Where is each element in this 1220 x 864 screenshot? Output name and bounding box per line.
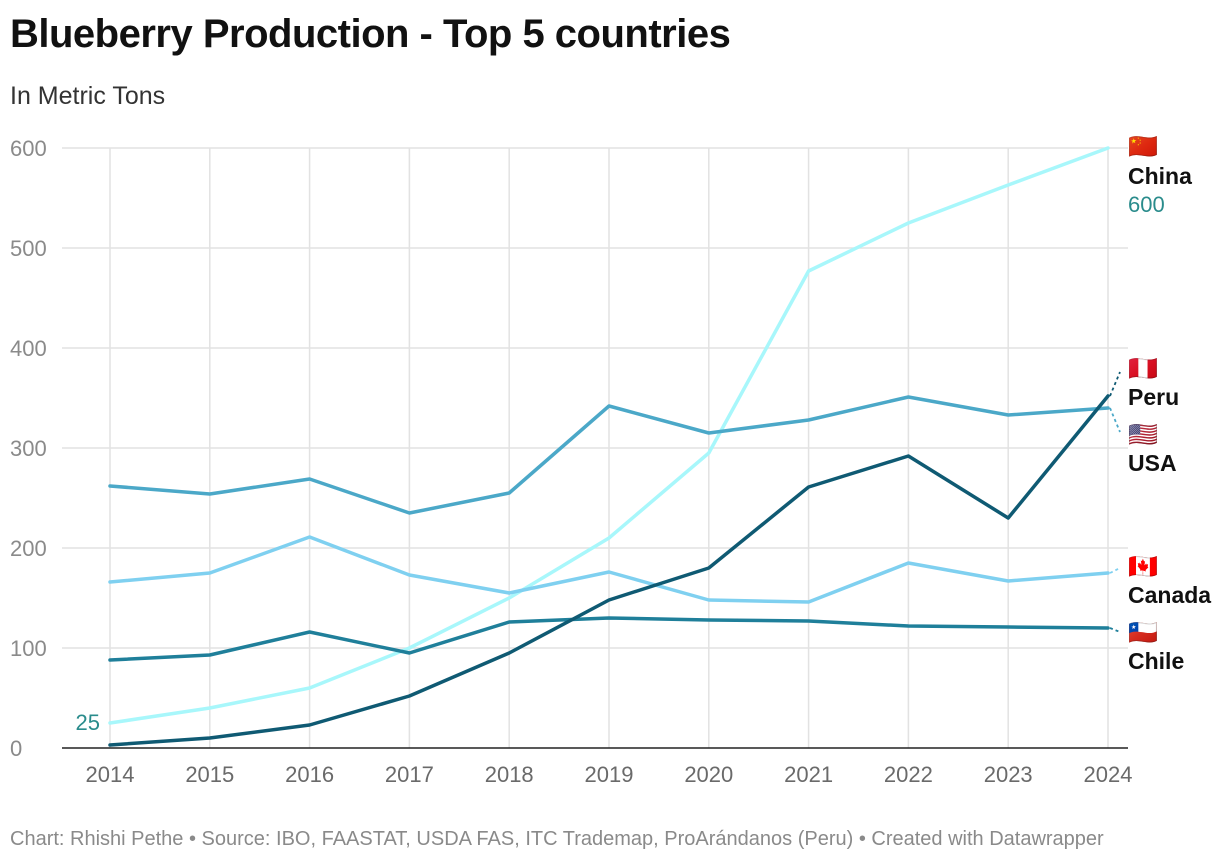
chart-title: Blueberry Production - Top 5 countries (10, 12, 731, 56)
data-label-start: 25 (76, 710, 100, 735)
y-tick-label: 600 (10, 136, 47, 161)
y-tick-label: 100 (10, 636, 47, 661)
x-tick-label: 2018 (485, 762, 534, 787)
label-connector-peru (1109, 371, 1121, 397)
series-label-peru: Peru (1128, 384, 1179, 410)
series-label-usa: USA (1128, 450, 1177, 476)
series-labels: 🇨🇳 China 🇵🇪Peru 🇺🇸USA 🇨🇦Canada 🇨🇱Chile 25 600 (76, 133, 1212, 735)
x-tick-label: 2024 (1084, 762, 1133, 787)
label-connector-usa (1109, 407, 1121, 433)
flag-peru: 🇵🇪 (1128, 355, 1158, 382)
series-label-china: China (1128, 163, 1192, 189)
x-tick-label: 2019 (585, 762, 634, 787)
x-tick-label: 2020 (684, 762, 733, 787)
y-tick-label: 500 (10, 236, 47, 261)
label-connector-canada (1109, 567, 1121, 574)
x-tick-label: 2021 (784, 762, 833, 787)
flag-chile: 🇨🇱 (1128, 619, 1158, 646)
series-line-chile (108, 616, 1110, 662)
x-tick-label: 2015 (185, 762, 234, 787)
y-tick-label: 200 (10, 536, 47, 561)
series-lines (108, 146, 1110, 747)
flag-canada: 🇨🇦 (1128, 553, 1158, 580)
y-tick-label: 400 (10, 336, 47, 361)
y-tick-label: 0 (10, 736, 22, 761)
label-connector-chile (1109, 627, 1121, 633)
x-tick-label: 2014 (86, 762, 135, 787)
x-tick-label: 2017 (385, 762, 434, 787)
x-tick-label: 2023 (984, 762, 1033, 787)
series-label-chile: Chile (1128, 648, 1184, 674)
flag-china: 🇨🇳 (1128, 133, 1158, 160)
x-tick-label: 2022 (884, 762, 933, 787)
series-line-canada (108, 535, 1110, 604)
series-line-china (108, 146, 1110, 725)
chart-footer: Chart: Rhishi Pethe • Source: IBO, FAAST… (10, 828, 1104, 850)
series-line-peru (108, 394, 1110, 747)
y-tick-label: 300 (10, 436, 47, 461)
gridlines (62, 147, 1128, 748)
series-label-canada: Canada (1128, 582, 1211, 608)
x-tick-label: 2016 (285, 762, 334, 787)
x-axis: 2014 2015 2016 2017 2018 2019 2020 2021 2022 2023… (62, 747, 1133, 787)
chart-subtitle: In Metric Tons (10, 82, 166, 110)
flag-usa: 🇺🇸 (1128, 421, 1158, 448)
y-axis: 0 100 200 300 400 500 600 (10, 136, 47, 761)
data-label-end: 600 (1128, 192, 1165, 217)
series-line-usa (108, 395, 1110, 515)
